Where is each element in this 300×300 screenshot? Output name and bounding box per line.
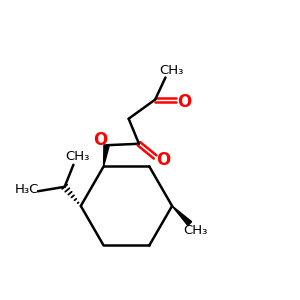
Polygon shape <box>172 206 192 226</box>
Text: H₃C: H₃C <box>15 183 39 196</box>
Text: O: O <box>93 131 107 149</box>
Text: O: O <box>156 151 170 169</box>
Text: CH₃: CH₃ <box>160 64 184 76</box>
Text: CH₃: CH₃ <box>184 224 208 238</box>
Text: CH₃: CH₃ <box>66 150 90 163</box>
Text: O: O <box>177 93 191 111</box>
Polygon shape <box>103 145 109 167</box>
